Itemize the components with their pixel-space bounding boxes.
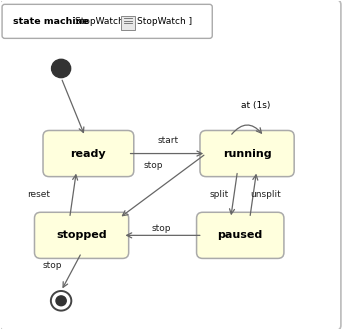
- Text: start: start: [157, 136, 179, 145]
- Circle shape: [51, 291, 71, 311]
- Text: unsplit: unsplit: [250, 190, 281, 199]
- Text: state machine: state machine: [13, 17, 89, 26]
- Text: ready: ready: [71, 148, 106, 158]
- Circle shape: [56, 296, 66, 306]
- FancyBboxPatch shape: [121, 16, 135, 30]
- FancyBboxPatch shape: [34, 212, 129, 258]
- FancyBboxPatch shape: [2, 4, 212, 38]
- Text: StopWatch ]: StopWatch ]: [137, 17, 192, 26]
- Text: running: running: [223, 148, 271, 158]
- Text: stopped: stopped: [56, 230, 107, 240]
- FancyBboxPatch shape: [196, 212, 284, 258]
- Text: StopWatch [: StopWatch [: [75, 17, 130, 26]
- Text: split: split: [209, 190, 229, 199]
- FancyBboxPatch shape: [43, 130, 134, 177]
- Text: paused: paused: [218, 230, 263, 240]
- Text: stop: stop: [143, 160, 163, 170]
- Text: at (1s): at (1s): [241, 101, 270, 111]
- Circle shape: [52, 59, 71, 78]
- Text: stop: stop: [151, 224, 171, 233]
- FancyBboxPatch shape: [200, 130, 294, 177]
- Text: reset: reset: [27, 190, 50, 199]
- Text: stop: stop: [42, 261, 62, 270]
